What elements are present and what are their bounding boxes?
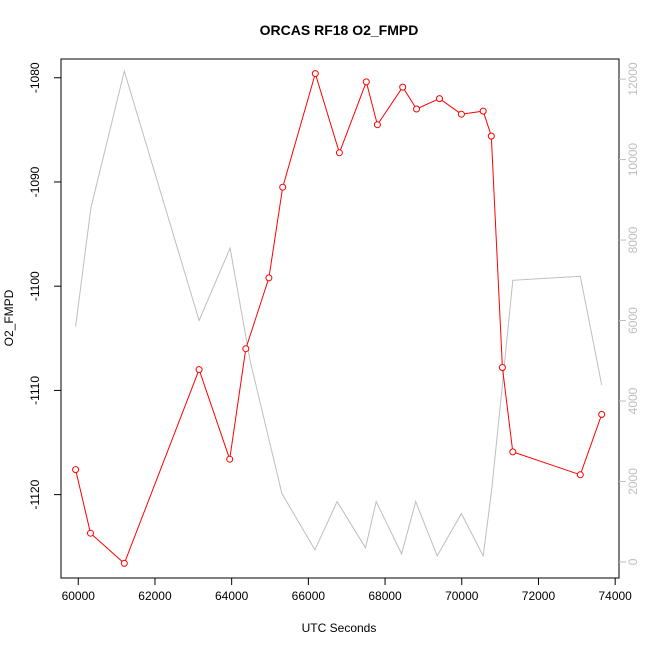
chart-title: ORCAS RF18 O2_FMPD <box>260 22 419 38</box>
data-point <box>576 471 584 479</box>
x-axis-label: UTC Seconds <box>302 621 377 635</box>
y2-tick-label: 0 <box>626 558 640 565</box>
data-point <box>373 121 381 129</box>
plot-frame <box>60 58 620 579</box>
y2-tick-label: 10000 <box>626 143 640 177</box>
y-axis-label: O2_FMPD <box>2 289 16 346</box>
x-tick-label: 62000 <box>138 589 172 603</box>
data-point <box>509 448 517 456</box>
y2-tick-label: 6000 <box>626 307 640 334</box>
data-point <box>265 274 273 282</box>
data-point <box>498 364 506 371</box>
series-line-secondary <box>75 69 603 558</box>
y-axis-right: 0 2000 4000 6000 8000 10000 12000 <box>619 62 640 565</box>
y-tick-label: -1120 <box>28 479 42 509</box>
x-tick-label: 74000 <box>598 589 632 603</box>
plot-border <box>60 58 620 579</box>
data-point <box>457 110 465 118</box>
x-tick-label: 66000 <box>292 589 326 603</box>
data-point <box>487 132 495 140</box>
y-tick-label: -1080 <box>28 62 42 93</box>
x-tick-label: 70000 <box>445 589 479 603</box>
data-point <box>72 466 80 474</box>
data-point <box>399 83 407 91</box>
data-point <box>226 455 234 463</box>
x-tick-label: 68000 <box>368 589 402 603</box>
y2-tick-label: 8000 <box>626 226 640 253</box>
y2-tick-label: 12000 <box>626 62 640 96</box>
data-point <box>311 70 319 78</box>
data-point <box>279 183 287 191</box>
x-tick-label: 60000 <box>62 589 96 603</box>
y2-tick-label: 2000 <box>626 468 640 495</box>
y-axis-left: -1080 -1090 -1100 -1110 -1120 <box>28 62 61 510</box>
data-point <box>436 95 443 103</box>
data-point <box>195 366 203 374</box>
series-line-primary <box>75 71 603 565</box>
y-tick-label: -1110 <box>28 376 42 405</box>
data-point <box>598 410 606 418</box>
x-tick-label: 72000 <box>522 589 556 603</box>
data-point <box>242 345 250 353</box>
x-axis: 60000 62000 64000 66000 68000 70000 72000 74000 <box>62 578 632 603</box>
x-tick-label: 64000 <box>215 589 249 603</box>
data-point <box>413 105 420 113</box>
data-point <box>87 529 94 537</box>
y-tick-label: -1100 <box>28 271 42 301</box>
data-point <box>362 78 370 86</box>
data-point <box>120 559 128 567</box>
series-layer <box>72 69 606 567</box>
data-point <box>335 149 343 157</box>
y2-tick-label: 4000 <box>626 387 640 414</box>
y-tick-label: -1090 <box>28 166 42 197</box>
data-point <box>479 107 487 115</box>
